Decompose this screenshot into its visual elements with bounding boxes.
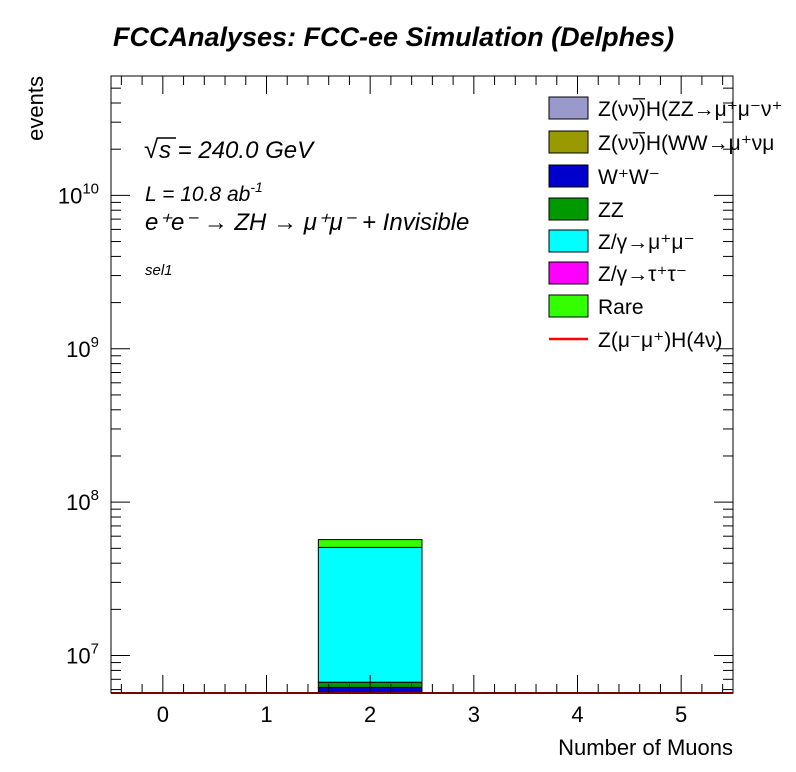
stacked-bars [317, 539, 423, 694]
y-tick-label: 1010 [58, 180, 99, 208]
bar-2-series-6 [317, 539, 423, 548]
legend-label-3: ZZ [598, 199, 624, 222]
x-tick-label: 4 [571, 702, 583, 727]
legend-swatch-0 [548, 96, 589, 120]
legend-label-0: Z(νν̅)H(ZZ→μ⁺μ⁻ν⁺ [598, 98, 783, 121]
legend-swatch-2 [548, 164, 589, 188]
process-text: e⁺e⁻ → ZH → μ⁺μ⁻ + Invisible [145, 209, 469, 236]
legend-label-6: Rare [598, 296, 644, 319]
legend-label-4: Z/γ→μ⁺μ⁻ [598, 231, 695, 254]
y-tick-base: 10 [58, 183, 82, 208]
legend-swatch-1 [548, 130, 589, 154]
y-tick-base: 10 [66, 644, 90, 669]
x-axis-label: Number of Muons [558, 735, 733, 760]
legend: Z(νν̅)H(ZZ→μ⁺μ⁻ν⁺ Z(νν̅)H(WW→μ⁺νμ W⁺W⁻ ZZ Z/… [548, 96, 783, 352]
y-tick-label: 108 [66, 487, 99, 515]
legend-swatch-6 [548, 294, 589, 318]
y-axis-label: events [23, 76, 48, 141]
x-tick-label: 0 [157, 702, 169, 727]
x-tick-label: 5 [675, 702, 687, 727]
lumi-exponent: -1 [250, 179, 262, 195]
x-axis-ticks: 0 1 2 3 4 5 [120, 76, 724, 727]
y-tick-label: 109 [66, 334, 99, 362]
x-tick-label: 3 [468, 702, 480, 727]
legend-label-1: Z(νν̅)H(WW→μ⁺νμ [598, 132, 774, 155]
y-tick-exponent: 10 [82, 180, 99, 197]
lumi-text: L = 10.8 ab-1 [145, 179, 263, 206]
legend-label-5: Z/γ→τ⁺τ⁻ [598, 263, 687, 286]
x-tick-label: 1 [260, 702, 272, 727]
legend-swatch-5 [548, 261, 589, 285]
legend-swatch-4 [548, 229, 589, 253]
sqrt-s-symbol: √ [144, 134, 159, 164]
legend-swatch-3 [548, 197, 589, 221]
chart-title: FCCAnalyses: FCC-ee Simulation (Delphes) [113, 22, 674, 52]
y-tick-exponent: 9 [91, 334, 99, 351]
legend-label-signal: Z(μ⁻μ⁺)H(4ν) [598, 329, 723, 352]
y-tick-base: 10 [66, 337, 90, 362]
sqrt-s-text: s = 240.0 GeV [159, 137, 315, 164]
y-tick-label: 107 [66, 641, 99, 669]
legend-label-2: W⁺W⁻ [598, 166, 660, 189]
info-box: √ s = 240.0 GeV L = 10.8 ab-1 e⁺e⁻ → ZH … [144, 134, 469, 279]
selection-text: sel1 [145, 262, 173, 279]
plot-frame [110, 75, 734, 694]
y-tick-exponent: 8 [91, 487, 99, 504]
lumi-value: L = 10.8 ab [145, 183, 251, 206]
x-tick-label: 2 [364, 702, 376, 727]
bar-2-series-4 [317, 546, 423, 683]
y-tick-base: 10 [66, 490, 90, 515]
y-tick-exponent: 7 [91, 641, 99, 658]
